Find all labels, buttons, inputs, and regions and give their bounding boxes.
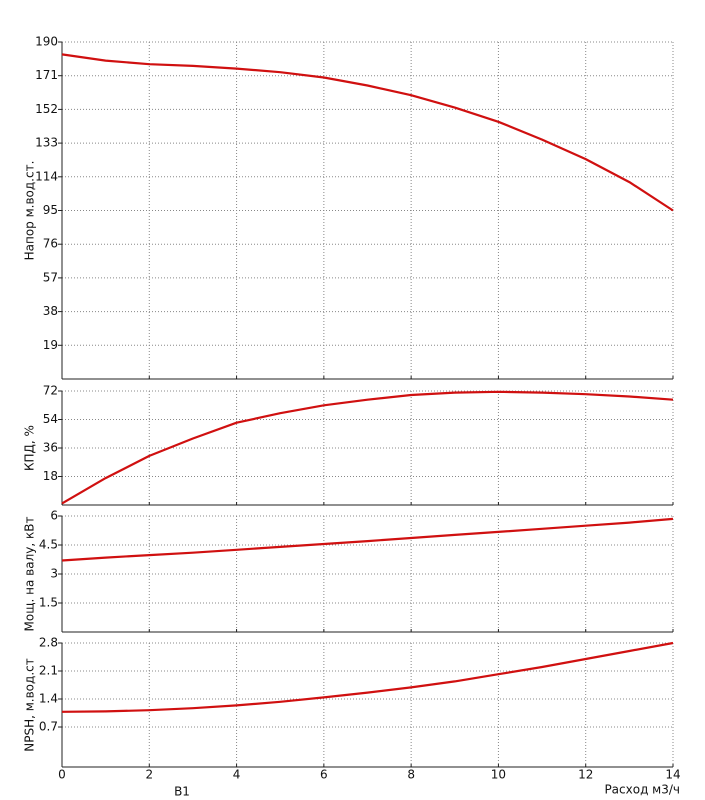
y-tick-label: 114 xyxy=(35,169,58,183)
x-tick-label: 12 xyxy=(578,768,593,782)
y-tick-label: 18 xyxy=(43,469,58,483)
x-tick-label: 0 xyxy=(58,768,66,782)
y-tick-label: 1.4 xyxy=(39,692,58,706)
y-tick-label: 133 xyxy=(35,136,58,150)
x-tick-label: 2 xyxy=(145,768,153,782)
y-tick-label: 6 xyxy=(50,509,58,523)
line xyxy=(61,390,674,505)
y-tick-label: 152 xyxy=(35,102,58,116)
x-axis-label: Расход м3/ч xyxy=(604,783,680,797)
note: В1 xyxy=(174,785,190,799)
y-tick-label: 0.7 xyxy=(39,720,58,734)
y-tick-label: 57 xyxy=(43,270,58,284)
line xyxy=(61,53,674,212)
line xyxy=(61,641,674,713)
y-axis-label: КПД, % xyxy=(23,425,37,471)
line xyxy=(61,517,674,562)
y-tick-label: 76 xyxy=(43,237,58,251)
y-tick-label: 95 xyxy=(43,203,58,217)
y-tick-label: 171 xyxy=(35,68,58,82)
y-tick-label: 72 xyxy=(43,384,58,398)
y-tick-label: 3 xyxy=(50,567,58,581)
x-tick-label: 14 xyxy=(665,768,680,782)
y-axis-label: NPSH, м.вод.ст xyxy=(23,658,37,751)
x-tick-label: 6 xyxy=(320,768,328,782)
x-tick-label: 8 xyxy=(407,768,415,782)
y-tick-label: 54 xyxy=(43,412,58,426)
y-tick-label: 4.5 xyxy=(39,538,58,552)
y-tick-label: 36 xyxy=(43,441,58,455)
y-axis-label: Мощ. на валу, кВт xyxy=(23,517,37,632)
y-tick-label: 190 xyxy=(35,35,58,49)
y-tick-label: 38 xyxy=(43,304,58,318)
y-tick-label: 1.5 xyxy=(39,596,58,610)
y-tick-label: 2.8 xyxy=(39,636,58,650)
x-tick-label: 4 xyxy=(233,768,241,782)
y-tick-label: 19 xyxy=(43,338,58,352)
x-tick-label: 10 xyxy=(491,768,506,782)
y-axis-label: Напор м.вод.ст. xyxy=(23,161,37,261)
y-tick-label: 2.1 xyxy=(39,664,58,678)
